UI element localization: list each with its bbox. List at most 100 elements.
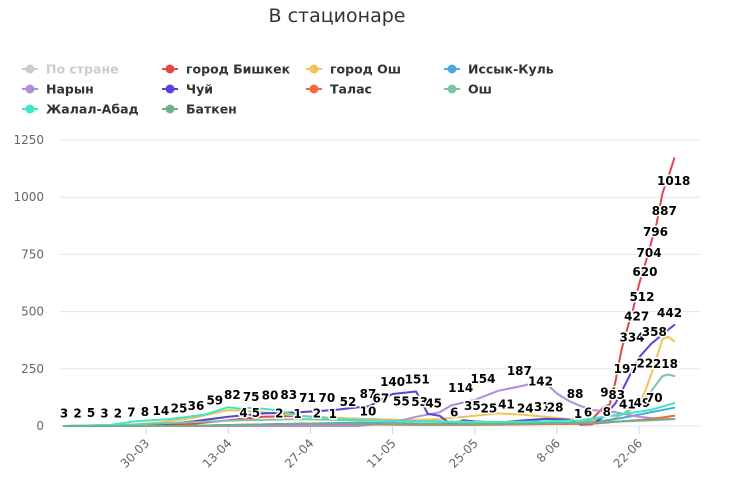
data-label-55: 620 <box>632 265 657 279</box>
chart-title: В стационаре <box>269 5 406 27</box>
x-tick-label-5: 8-06 <box>534 436 563 465</box>
data-label-17: 83 <box>280 388 297 402</box>
legend-item-8[interactable]: Жалал-Абад <box>22 102 139 117</box>
data-label-8: 25 <box>171 401 188 415</box>
legend-item-4-label: Нарын <box>46 82 94 97</box>
legend-item-0-marker <box>25 64 35 74</box>
legend-item-6[interactable]: Талас <box>306 82 372 97</box>
data-label-14: 4 <box>239 406 247 420</box>
legend-item-8-marker <box>25 104 35 114</box>
legend-item-1-label: город Бишкек <box>186 62 291 77</box>
series-line-2 <box>63 335 676 427</box>
data-label-15: 5 <box>252 406 260 420</box>
data-label-31: 45 <box>425 397 442 411</box>
legend-item-7[interactable]: Ош <box>444 82 492 97</box>
data-label-44: 1 <box>574 407 582 421</box>
data-label-30: 53 <box>411 395 428 409</box>
legend-item-9[interactable]: Баткен <box>162 102 237 117</box>
legend-item-9-label: Баткен <box>186 102 237 117</box>
y-tick-label-3: 750 <box>21 247 44 261</box>
data-label-38: 187 <box>507 364 532 378</box>
legend-item-4[interactable]: Нарын <box>22 82 94 97</box>
data-label-20: 2 <box>313 407 321 421</box>
legend-item-0[interactable]: По стране <box>22 62 119 77</box>
data-label-47: 94 <box>600 385 617 399</box>
y-tick-label-4: 1000 <box>13 190 44 204</box>
data-label-34: 35 <box>464 399 481 413</box>
legend-item-8-label: Жалал-Абад <box>46 102 139 117</box>
data-label-4: 2 <box>114 407 122 421</box>
legend-item-2-marker <box>309 64 319 74</box>
data-label-52: 427 <box>624 309 649 323</box>
data-label-0: 3 <box>60 406 68 420</box>
legend-item-6-marker <box>309 84 319 94</box>
legend-item-7-marker <box>447 84 457 94</box>
data-labels: 3 2 5 3 2 7 8 14 25 36 59 82 75 804 5 28317127015287106… <box>58 173 692 423</box>
data-label-24: 87 <box>360 387 377 401</box>
data-label-43: 88 <box>567 387 584 401</box>
plot-area <box>63 157 676 427</box>
legend: По стране город Бишкек город Ош Иссык-Куль Н… <box>22 62 554 117</box>
data-label-46: 8 <box>603 405 611 419</box>
legend-item-1[interactable]: город Бишкек <box>162 62 291 77</box>
legend-item-5-marker <box>165 84 175 94</box>
data-label-41: 31 <box>534 400 551 414</box>
data-label-33: 114 <box>448 381 473 395</box>
data-label-6: 8 <box>141 405 149 419</box>
data-label-9: 36 <box>188 399 205 413</box>
data-label-54: 512 <box>629 290 654 304</box>
data-label-48: 83 <box>608 388 625 402</box>
data-label-10: 59 <box>206 394 223 408</box>
legend-item-7-label: Ош <box>468 82 492 97</box>
data-label-12: 75 <box>243 390 260 404</box>
y-tick-label-1: 250 <box>21 362 44 376</box>
legend-item-2[interactable]: город Ош <box>306 62 401 77</box>
data-label-1: 2 <box>73 407 81 421</box>
data-label-50: 41 <box>619 398 636 412</box>
data-label-3: 3 <box>100 406 108 420</box>
legend-item-3-marker <box>447 64 457 74</box>
y-tick-label-5: 1250 <box>13 133 44 147</box>
data-label-11: 82 <box>224 388 241 402</box>
data-label-62: 887 <box>652 204 677 218</box>
y-tick-label-2: 500 <box>21 305 44 319</box>
data-label-58: 70 <box>646 391 663 405</box>
legend-item-5[interactable]: Чуй <box>162 82 213 97</box>
data-label-36: 25 <box>480 401 497 415</box>
legend-item-3[interactable]: Иссык-Куль <box>444 62 554 77</box>
data-label-29: 151 <box>405 372 430 386</box>
data-label-39: 24 <box>517 402 534 416</box>
series-line-1 <box>63 157 676 427</box>
data-label-32: 6 <box>450 406 458 420</box>
legend-item-6-label: Талас <box>330 82 372 97</box>
data-label-57: 704 <box>637 246 662 260</box>
data-label-25: 10 <box>360 405 377 419</box>
legend-item-4-marker <box>25 84 35 94</box>
x-tick-label-1: 13-04 <box>200 436 235 471</box>
data-label-27: 140 <box>380 375 405 389</box>
data-label-51: 334 <box>619 331 644 345</box>
data-label-60: 796 <box>643 225 668 239</box>
legend-item-0-label: По стране <box>46 62 119 77</box>
data-label-16: 2 <box>275 407 283 421</box>
x-tick-label-6: 22-06 <box>611 436 646 471</box>
data-label-18: 1 <box>293 407 301 421</box>
data-label-53: 49 <box>634 396 651 410</box>
series-line-9 <box>63 418 676 427</box>
data-label-59: 358 <box>642 325 667 339</box>
data-label-7: 14 <box>152 404 169 418</box>
data-label-40: 142 <box>528 375 553 389</box>
x-tick-label-3: 11-05 <box>364 436 399 471</box>
data-label-23: 52 <box>340 395 357 409</box>
data-label-35: 154 <box>470 372 495 386</box>
legend-item-5-label: Чуй <box>186 82 213 97</box>
data-label-28: 55 <box>393 394 410 408</box>
data-label-63: 442 <box>657 306 682 320</box>
data-label-37: 41 <box>498 398 515 412</box>
data-label-22: 1 <box>329 407 337 421</box>
data-label-61: 218 <box>653 357 678 371</box>
data-label-56: 221 <box>637 356 662 370</box>
data-label-26: 67 <box>373 392 390 406</box>
x-axis: 30-03 13-04 27-04 11-05 25-05 8-06 22-06 <box>118 426 645 471</box>
